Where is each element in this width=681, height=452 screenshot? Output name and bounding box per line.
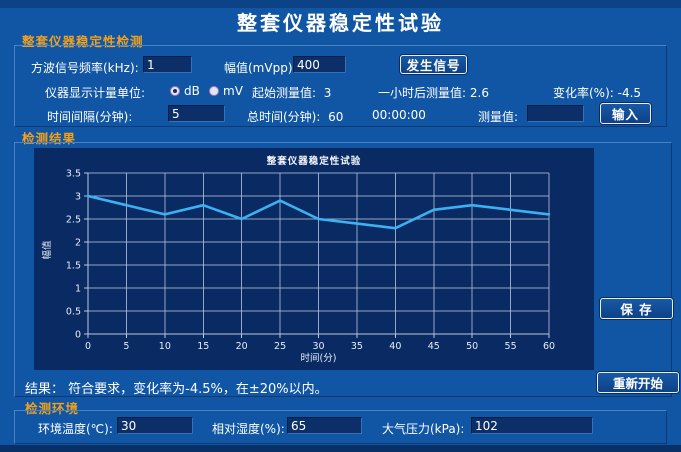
pressure-label: 大气压力(kPa): xyxy=(382,422,465,436)
svg-text:60: 60 xyxy=(543,341,555,352)
total-time-value: 60 xyxy=(328,110,344,124)
unit-option-label: mV xyxy=(223,84,243,98)
detect-group-box: 方波信号频率(kHz): 幅值(mVpp): 发生信号 仪器显示计量单位: dB… xyxy=(14,45,667,127)
total-time-label: 总时间(分钟): 60 xyxy=(247,110,344,124)
initial-value-label: 起始测量值: 3 xyxy=(252,86,332,100)
unit-radio-db[interactable]: dB xyxy=(170,84,200,98)
chart-title: 整套仪器稳定性试验 xyxy=(266,156,362,167)
svg-text:1.5: 1.5 xyxy=(66,261,81,272)
env-group-box: 环境温度(℃): 相对湿度(%): 大气压力(kPa): xyxy=(14,410,667,444)
radio-circle-icon xyxy=(170,86,180,96)
humidity-label: 相对湿度(%): xyxy=(212,422,285,436)
unit-option-label: dB xyxy=(184,84,200,98)
svg-text:3.5: 3.5 xyxy=(66,169,81,180)
chart-y-axis-label: 幅值 xyxy=(42,240,53,260)
svg-text:0: 0 xyxy=(85,341,91,352)
chart-x-axis-label: 时间(分) xyxy=(300,353,337,364)
svg-text:40: 40 xyxy=(389,341,401,352)
unit-radio-mv[interactable]: mV xyxy=(209,84,243,98)
svg-text:45: 45 xyxy=(428,341,440,352)
interval-label: 时间间隔(分钟): xyxy=(47,110,133,124)
env-group-label: 检测环境 xyxy=(25,401,80,416)
temperature-input[interactable] xyxy=(117,417,193,434)
result-text: 结果： 符合要求，变化率为-4.5%，在±20%以内。 xyxy=(25,382,328,397)
pressure-input[interactable] xyxy=(471,417,593,434)
measure-input[interactable] xyxy=(527,105,584,122)
svg-text:50: 50 xyxy=(466,341,478,352)
amplitude-input[interactable] xyxy=(293,56,346,73)
svg-text:1: 1 xyxy=(75,284,81,295)
svg-text:25: 25 xyxy=(274,341,286,352)
svg-text:55: 55 xyxy=(505,341,517,352)
restart-button[interactable]: 重新开始 xyxy=(597,372,679,393)
temperature-label: 环境温度(℃): xyxy=(38,422,113,436)
after-value: 2.6 xyxy=(469,86,489,100)
interval-input[interactable] xyxy=(168,105,225,122)
initial-value: 3 xyxy=(323,86,332,100)
svg-text:5: 5 xyxy=(123,341,129,352)
svg-text:2.5: 2.5 xyxy=(66,215,81,226)
svg-text:35: 35 xyxy=(351,341,363,352)
after-value-label: 一小时后测量值: 2.6 xyxy=(378,86,489,100)
save-button[interactable]: 保 存 xyxy=(600,298,673,319)
result-group-box: 0 0.5 1 1.5 2 2.5 3 3.5 0 5 10 15 20 25 30 35 40 45 50 55 60… xyxy=(14,142,679,397)
input-button[interactable]: 输入 xyxy=(600,103,651,124)
measure-label: 测量值: xyxy=(478,110,519,124)
freq-label: 方波信号频率(kHz): xyxy=(31,61,139,75)
rate-label: 变化率(%): -4.5 xyxy=(553,86,642,100)
unit-label: 仪器显示计量单位: xyxy=(45,86,146,100)
page-title: 整套仪器稳定性试验 xyxy=(237,11,444,35)
svg-text:0.5: 0.5 xyxy=(66,307,81,318)
elapsed-timer: 00:00:00 xyxy=(372,108,426,122)
chart-plot: 0 0.5 1 1.5 2 2.5 3 3.5 0 5 10 15 20 25 30 35 40 45 50 55 60 xyxy=(66,169,555,353)
rate-value: -4.5 xyxy=(617,86,642,100)
bottom-edge-decoration xyxy=(0,445,681,452)
svg-text:2: 2 xyxy=(75,238,81,249)
stability-chart: 0 0.5 1 1.5 2 2.5 3 3.5 0 5 10 15 20 25 30 35 40 45 50 55 60… xyxy=(34,148,594,370)
svg-text:15: 15 xyxy=(197,341,209,352)
svg-text:0: 0 xyxy=(75,330,81,341)
generate-signal-button[interactable]: 发生信号 xyxy=(400,55,467,74)
freq-input[interactable] xyxy=(143,56,192,73)
amplitude-label: 幅值(mVpp): xyxy=(224,61,297,75)
svg-text:3: 3 xyxy=(75,192,81,203)
top-edge-decoration xyxy=(0,0,681,8)
radio-circle-icon xyxy=(209,86,219,96)
svg-text:20: 20 xyxy=(236,341,248,352)
humidity-input[interactable] xyxy=(287,417,362,434)
svg-text:10: 10 xyxy=(159,341,171,352)
svg-text:30: 30 xyxy=(312,341,324,352)
